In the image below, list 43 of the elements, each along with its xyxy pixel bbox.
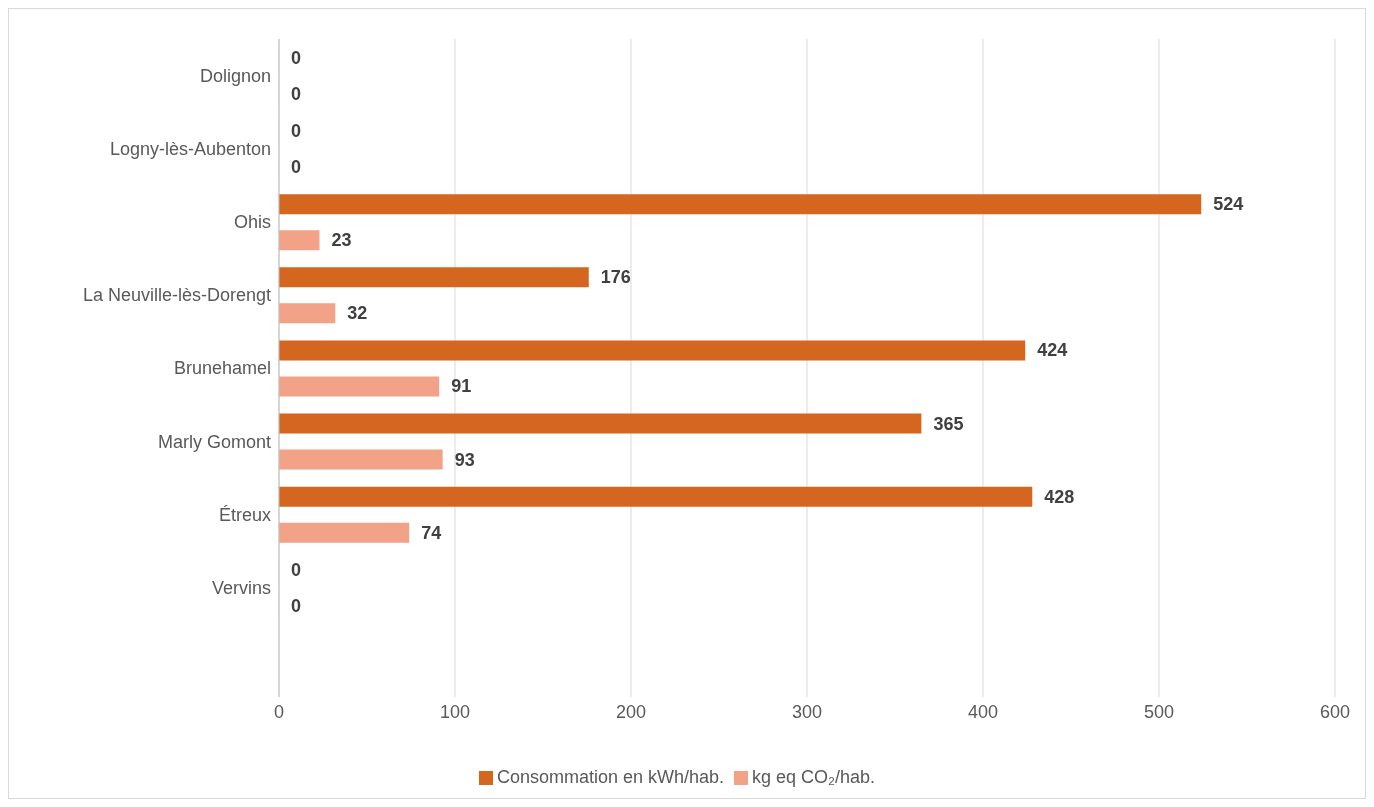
data-label: 93: [454, 449, 475, 470]
data-label: 91: [451, 376, 472, 397]
data-label: 428: [1044, 486, 1075, 507]
bar: [279, 486, 1033, 507]
bar: [279, 267, 589, 288]
bar: [279, 194, 1202, 215]
bar: [279, 449, 443, 470]
y-tick-label: Marly Gomont: [157, 431, 271, 452]
x-tick-label: 200: [615, 701, 647, 722]
data-label: 524: [1213, 194, 1244, 215]
y-tick-label: Brunehamel: [173, 358, 271, 379]
bar: [279, 303, 336, 324]
x-tick-label: 0: [273, 701, 285, 722]
data-label: 0: [291, 48, 302, 68]
x-tick-label: 100: [439, 701, 471, 722]
data-label: 74: [421, 522, 442, 543]
bar: [279, 230, 320, 251]
bar: [279, 376, 440, 397]
y-tick-label: Vervins: [211, 577, 271, 598]
legend-label: Consommation en kWh/hab.: [496, 767, 725, 787]
data-label: 176: [600, 267, 631, 288]
data-label: 365: [933, 413, 964, 434]
data-label: 0: [291, 595, 302, 616]
x-tick-label: 600: [1319, 701, 1351, 722]
y-tick-label: Dolignon: [199, 65, 271, 86]
x-tick-label: 400: [967, 701, 999, 722]
bar: [279, 340, 1026, 361]
data-label: 0: [291, 84, 302, 104]
x-tick-label: 300: [791, 701, 823, 722]
y-tick-label: Étreux: [218, 504, 271, 525]
bar: [279, 522, 410, 543]
data-label: 32: [347, 303, 368, 324]
y-tick-label: Logny-lès-Aubenton: [109, 139, 271, 160]
data-label: 424: [1037, 340, 1068, 361]
data-label: 23: [331, 230, 352, 251]
y-tick-label: La Neuville-lès-Dorengt: [82, 285, 271, 306]
bar: [279, 413, 922, 434]
data-label: 0: [291, 121, 302, 142]
data-label: 0: [291, 559, 302, 580]
y-tick-label: Ohis: [233, 212, 271, 233]
x-tick-label: 500: [1143, 701, 1175, 722]
legend-label: kg eq CO₂/hab.: [752, 767, 876, 787]
data-label: 0: [291, 157, 302, 178]
